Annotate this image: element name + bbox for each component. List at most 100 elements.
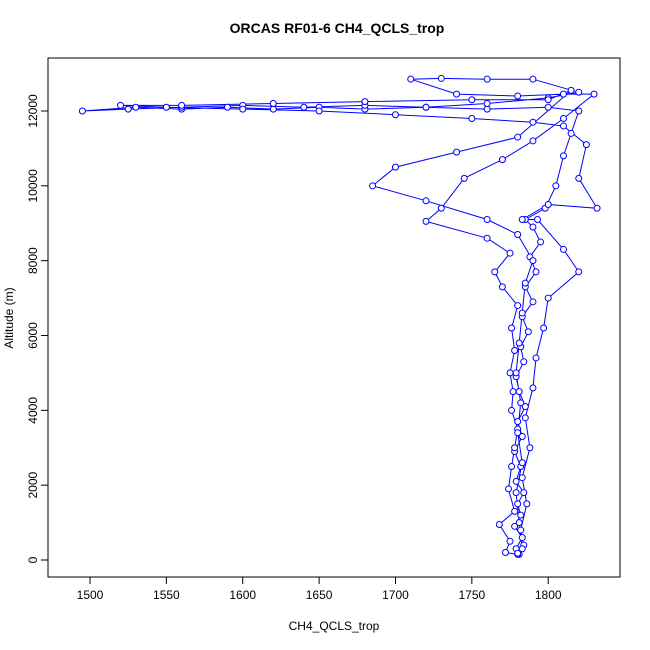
data-point (508, 324, 516, 332)
data-point (498, 283, 506, 291)
data-point (512, 477, 520, 485)
data-point (483, 215, 491, 223)
data-point (515, 388, 523, 396)
data-point (124, 105, 132, 113)
data-point (269, 105, 277, 113)
x-tick-label: 1600 (229, 588, 256, 602)
data-point (514, 429, 522, 437)
data-point (567, 86, 575, 94)
data-point (483, 105, 491, 113)
data-point (117, 101, 125, 109)
data-point (559, 122, 567, 130)
data-point (505, 485, 513, 493)
data-point (369, 182, 377, 190)
data-point (508, 462, 516, 470)
data-point (512, 369, 520, 377)
data-point (521, 414, 529, 422)
y-tick-label: 4000 (26, 397, 40, 424)
data-point (529, 384, 537, 392)
data-point (517, 511, 525, 519)
data-point (508, 406, 516, 414)
data-point (517, 399, 525, 407)
y-tick-label: 8000 (26, 247, 40, 274)
data-point (511, 444, 519, 452)
data-point (509, 388, 517, 396)
y-axis-label: Altitude (m) (2, 287, 16, 348)
data-point (521, 279, 529, 287)
data-point (529, 137, 537, 145)
data-point (529, 118, 537, 126)
data-point (495, 520, 503, 528)
data-point (483, 234, 491, 242)
data-point (544, 201, 552, 209)
plot-frame (47, 57, 621, 578)
data-point (582, 141, 590, 149)
data-point (518, 474, 526, 482)
y-tick-label: 6000 (26, 322, 40, 349)
data-point (453, 148, 461, 156)
data-point (590, 90, 598, 98)
data-point (520, 358, 528, 366)
data-point (534, 215, 542, 223)
data-point (315, 107, 323, 115)
data-point (269, 100, 277, 108)
data-point (518, 309, 526, 317)
data-point (520, 489, 528, 497)
data-point (511, 346, 519, 354)
data-point (514, 230, 522, 238)
data-point (514, 418, 522, 426)
data-point (593, 204, 601, 212)
data-point (529, 75, 537, 83)
y-tick-label: 12000 (26, 94, 40, 128)
data-point (512, 489, 520, 497)
data-point (518, 545, 526, 553)
data-point (178, 101, 186, 109)
data-point (132, 103, 140, 111)
data-point (523, 500, 531, 508)
data-point (407, 75, 415, 83)
data-point (501, 549, 509, 557)
data-point (422, 103, 430, 111)
data-point (506, 537, 514, 545)
data-point (515, 339, 523, 347)
x-axis-label: CH4_QCLS_trop (289, 619, 380, 633)
data-point (511, 507, 519, 515)
data-point (422, 197, 430, 205)
data-point (491, 268, 499, 276)
data-point (552, 182, 560, 190)
data-point (437, 74, 445, 82)
y-tick-label: 0 (26, 556, 40, 563)
data-point (544, 103, 552, 111)
data-point (529, 223, 537, 231)
data-point (460, 174, 468, 182)
data-point (575, 174, 583, 182)
x-tick-label: 1750 (458, 588, 485, 602)
data-point (575, 107, 583, 115)
x-tick-label: 1700 (382, 588, 409, 602)
x-tick-label: 1500 (77, 588, 104, 602)
data-point (514, 302, 522, 310)
data-point (506, 249, 514, 257)
data-point (540, 324, 548, 332)
data-point (300, 103, 308, 111)
data-point (514, 500, 522, 508)
data-point (506, 369, 514, 377)
data-point (529, 298, 537, 306)
data-point (391, 163, 399, 171)
data-point (498, 156, 506, 164)
y-tick-label: 10000 (26, 169, 40, 203)
data-point (361, 98, 369, 106)
data-point (544, 96, 552, 104)
data-point (544, 294, 552, 302)
data-point (514, 549, 522, 557)
data-point (391, 111, 399, 119)
data-point (559, 152, 567, 160)
data-point (529, 257, 537, 265)
data-point (526, 444, 534, 452)
data-point (223, 103, 231, 111)
data-point (524, 328, 532, 336)
x-tick-label: 1650 (306, 588, 333, 602)
data-point (514, 133, 522, 141)
data-point (483, 100, 491, 108)
